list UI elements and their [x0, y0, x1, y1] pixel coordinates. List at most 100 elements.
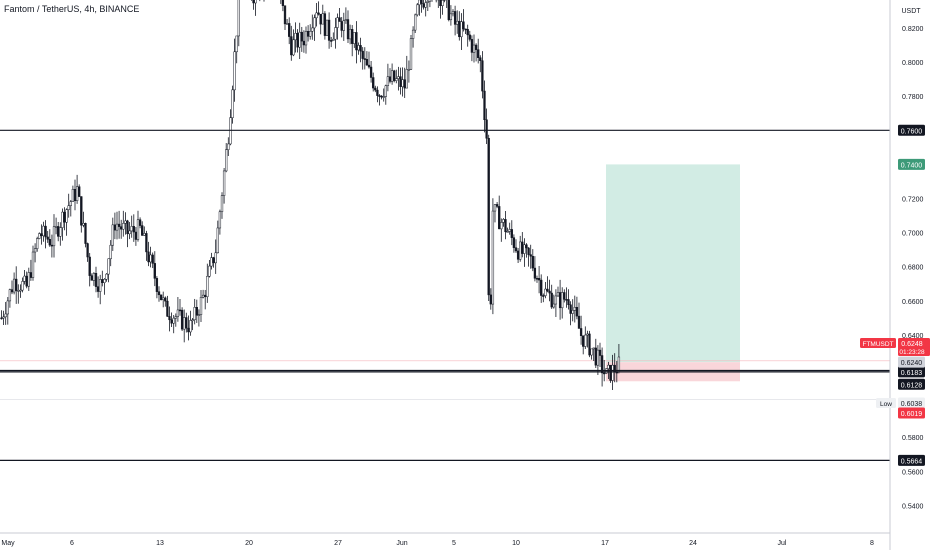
price-tick-label: 0.5800	[902, 435, 924, 442]
candle-up	[460, 21, 463, 38]
candle-down	[399, 76, 402, 87]
candle-down	[487, 137, 490, 296]
candle-up	[2, 316, 5, 319]
candle-down	[306, 31, 310, 37]
candle-down	[495, 204, 499, 207]
candle-down	[458, 20, 461, 38]
candle-down	[351, 29, 354, 44]
candle-up	[556, 292, 560, 297]
candle-down	[489, 294, 492, 305]
candle-down	[504, 219, 507, 233]
candle-down	[151, 254, 154, 264]
candle-down	[120, 226, 123, 230]
candle-down	[164, 297, 167, 302]
candle-up	[189, 320, 192, 333]
currency-label: USDT	[901, 8, 921, 15]
candle-down	[73, 189, 77, 201]
candle-down	[531, 255, 534, 269]
candle-down	[113, 224, 117, 231]
time-tick-label: 24	[689, 540, 697, 547]
candle-down	[558, 292, 562, 309]
candle-down	[195, 307, 198, 316]
price-badges: 0.76000.61910.61830.56640.74000.62400.61…	[860, 124, 930, 466]
candle-down	[170, 319, 173, 324]
candle-up	[397, 76, 400, 79]
candle-up	[554, 295, 558, 305]
candle-down	[155, 278, 159, 292]
candle-down	[603, 372, 606, 375]
time-tick-label: 20	[245, 540, 253, 547]
candle-up	[59, 227, 62, 237]
candle-up	[493, 204, 497, 212]
candle-down	[147, 251, 150, 263]
candle-up	[19, 289, 22, 292]
candle-down	[40, 233, 43, 237]
time-tick-label: 6	[70, 540, 74, 547]
candle-down	[166, 300, 169, 317]
candle-up	[592, 347, 595, 350]
candle-up	[596, 349, 600, 366]
candle-up	[428, 0, 432, 2]
price-tick-label: 0.7200	[902, 197, 924, 204]
time-axis[interactable]: May 6 13 20 27 Jun 5 10 17 24 Jul 8	[1, 540, 874, 547]
entry-price-badge: 0.6240	[901, 360, 923, 367]
candle-down	[527, 247, 530, 255]
candle-down	[372, 77, 375, 89]
candle-down	[78, 186, 81, 197]
candle-down	[550, 292, 553, 308]
level-badge-bg	[898, 124, 925, 136]
candle-down	[481, 60, 484, 92]
candle-down	[447, 0, 450, 21]
candle-down	[204, 294, 207, 298]
symbol-tag: FTMUSDT	[862, 341, 893, 348]
candle-up	[92, 273, 96, 281]
candle-up	[411, 29, 415, 39]
level-badge-bg	[898, 454, 925, 466]
candle-up	[386, 76, 390, 87]
candle-up	[584, 334, 587, 347]
candle-down	[466, 29, 469, 36]
low-price-badge-bg	[898, 397, 925, 409]
horizontal-levels[interactable]	[0, 129, 890, 461]
candle-down	[464, 28, 467, 31]
candle-down	[567, 299, 570, 306]
candle-down	[525, 244, 528, 249]
candle-up	[382, 96, 385, 98]
candle-down	[563, 292, 566, 300]
price-tick-label: 0.6400	[902, 333, 924, 340]
candle-down	[521, 241, 524, 254]
candle-up	[472, 44, 476, 53]
candle-up	[285, 23, 289, 25]
candle-up	[38, 233, 41, 239]
candle-up	[414, 14, 417, 31]
candle-up	[103, 278, 106, 283]
candle-up	[395, 78, 398, 81]
candle-down	[516, 250, 520, 260]
candle-down	[537, 278, 541, 281]
candle-down	[90, 275, 93, 281]
candle-down	[535, 278, 539, 280]
candle-up	[191, 319, 194, 322]
candle-down	[462, 21, 465, 30]
candle-down	[212, 257, 215, 264]
candle-down	[302, 40, 306, 46]
candle-up	[491, 210, 495, 305]
candle-down	[29, 272, 33, 278]
candle-up	[357, 45, 360, 51]
low-marker-badge: 0.6019	[901, 411, 923, 418]
candle-down	[178, 309, 182, 312]
candle-down	[365, 59, 369, 66]
candle-down	[319, 13, 322, 25]
candle-up	[36, 238, 39, 249]
candle-down	[369, 66, 373, 78]
candle-up	[99, 279, 102, 292]
candle-down	[84, 223, 87, 244]
candle-down	[296, 32, 299, 48]
price-axis[interactable]: 0.8200 0.8000 0.7800 0.7200 0.7000 0.6800 0.66…	[902, 26, 924, 510]
candle-down	[338, 17, 341, 22]
candle-down	[403, 79, 406, 89]
candle-down	[577, 315, 581, 329]
profit-zone[interactable]	[606, 164, 740, 363]
